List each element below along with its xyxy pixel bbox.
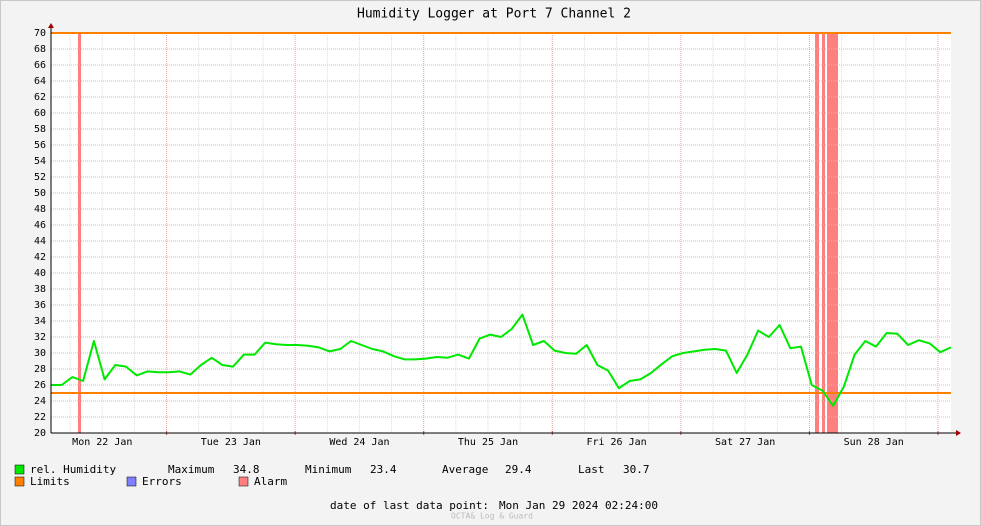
- y-tick-label: 36: [34, 300, 46, 311]
- y-tick-label: 62: [34, 92, 46, 103]
- y-tick-label: 60: [34, 108, 46, 119]
- y-tick-label: 34: [34, 316, 46, 327]
- legend-label: Errors: [142, 475, 182, 488]
- stat-value: 29.4: [505, 463, 532, 476]
- legend-swatch: [14, 464, 25, 475]
- y-tick-label: 66: [34, 60, 46, 71]
- y-tick-label: 38: [34, 284, 46, 295]
- alarm-band: [78, 33, 81, 433]
- y-tick-label: 46: [34, 220, 46, 231]
- y-tick-label: 26: [34, 380, 46, 391]
- alarm-band: [815, 33, 819, 433]
- stat-value: 23.4: [370, 463, 397, 476]
- x-tick-label: Wed 24 Jan: [329, 437, 389, 448]
- y-tick-label: 70: [34, 28, 46, 39]
- y-tick-label: 64: [34, 76, 46, 87]
- series-line: [51, 313, 952, 407]
- legend: rel. Humidity Maximum 34.8 Minimum 23.4 …: [14, 463, 650, 488]
- y-tick-label: 50: [34, 188, 46, 199]
- stat-value: 34.8: [233, 463, 260, 476]
- marks: [51, 32, 952, 407]
- alarm-band: [827, 33, 838, 433]
- footer-label: date of last data point:: [330, 499, 489, 512]
- x-tick-label: Sat 27 Jan: [715, 437, 775, 448]
- legend-label: Alarm: [254, 475, 287, 488]
- stat-label: Average: [442, 463, 488, 476]
- x-tick-label: Tue 23 Jan: [201, 437, 261, 448]
- y-tick-label: 68: [34, 44, 46, 55]
- stat-label: Last: [578, 463, 605, 476]
- y-tick-label: 24: [34, 396, 46, 407]
- legend-swatch: [238, 476, 249, 487]
- legend-label: Limits: [30, 475, 70, 488]
- legend-swatch: [14, 476, 25, 487]
- y-axis-arrow: [48, 23, 54, 28]
- x-tick-label: Mon 22 Jan: [72, 437, 132, 448]
- y-tick-label: 44: [34, 236, 46, 247]
- y-tick-label: 52: [34, 172, 46, 183]
- x-tick-label: Thu 25 Jan: [458, 437, 518, 448]
- stat-label: Minimum: [305, 463, 352, 476]
- stat-label: Maximum: [168, 463, 215, 476]
- y-tick-label: 58: [34, 124, 46, 135]
- watermark: OCTA& Log & Guard: [451, 512, 533, 521]
- x-axis-arrow: [956, 430, 961, 436]
- alarm-bands: [78, 33, 838, 433]
- y-tick-label: 30: [34, 348, 46, 359]
- y-tick-label: 20: [34, 428, 46, 439]
- chart-title: Humidity Logger at Port 7 Channel 2: [357, 7, 631, 22]
- y-tick-label: 56: [34, 140, 46, 151]
- y-tick-label: 42: [34, 252, 46, 263]
- y-tick-label: 28: [34, 364, 46, 375]
- y-tick-label: 48: [34, 204, 46, 215]
- alarm-band: [822, 33, 825, 433]
- footer-value: Mon Jan 29 2024 02:24:00: [499, 499, 658, 512]
- y-tick-label: 40: [34, 268, 46, 279]
- legend-label: rel. Humidity: [30, 463, 116, 476]
- y-tick-label: 54: [34, 156, 46, 167]
- legend-swatch: [126, 476, 137, 487]
- stat-value: 30.7: [623, 463, 650, 476]
- x-tick-label: Sun 28 Jan: [844, 437, 904, 448]
- y-tick-label: 22: [34, 412, 46, 423]
- y-tick-label: 32: [34, 332, 46, 343]
- x-tick-label: Fri 26 Jan: [586, 437, 646, 448]
